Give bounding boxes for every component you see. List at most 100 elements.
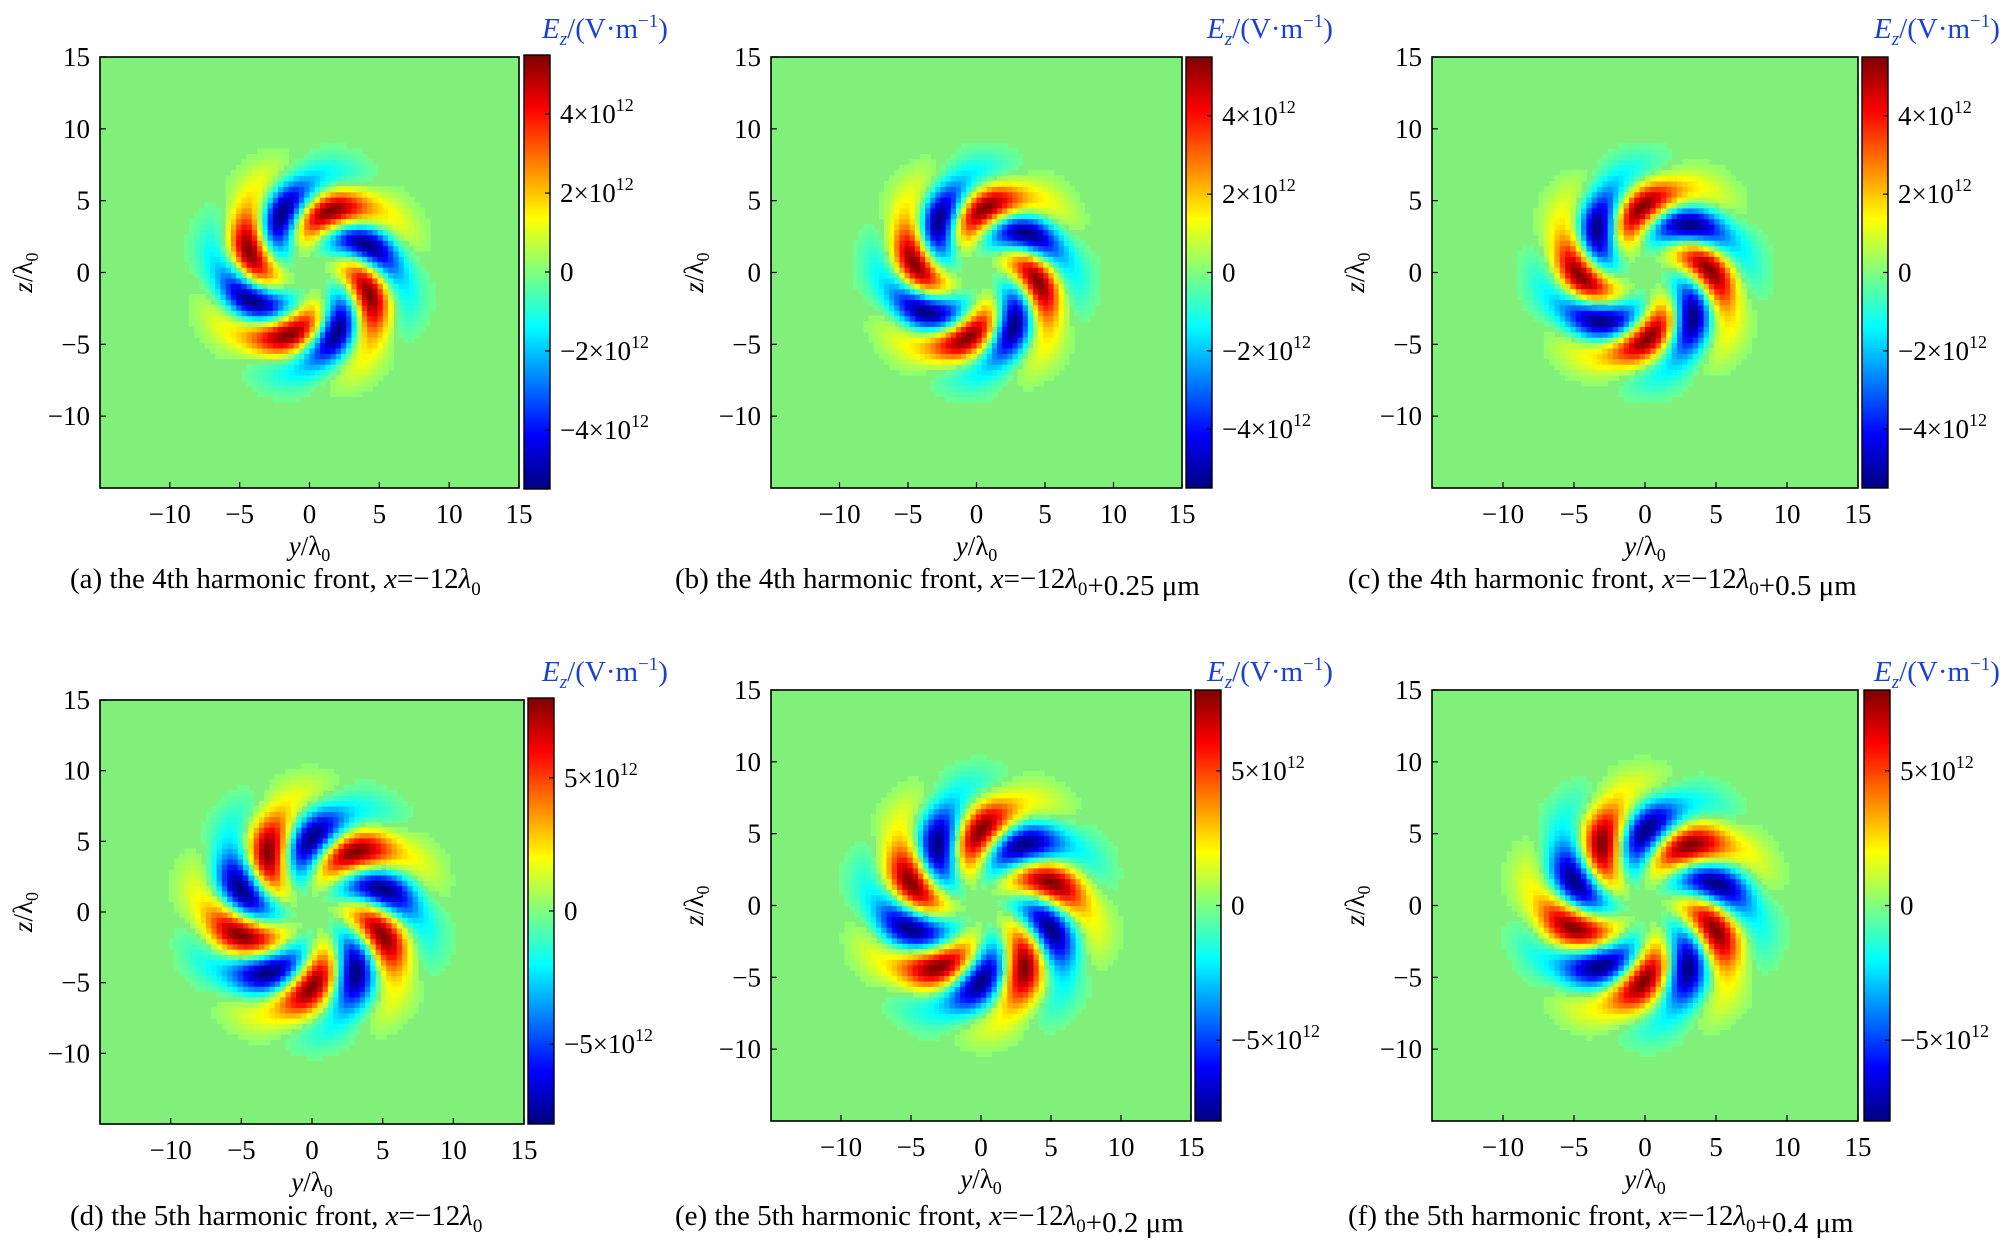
heatmap-cell [1640, 391, 1646, 397]
heatmap-cell [1709, 310, 1715, 316]
heatmap-cell [1640, 213, 1646, 219]
heatmap-cell [956, 380, 962, 386]
heatmap-cell [894, 353, 900, 359]
heatmap-cell [262, 321, 268, 327]
heatmap-cell [252, 246, 258, 252]
heatmap-cell [935, 337, 941, 343]
heatmap-cell [1746, 348, 1752, 354]
heatmap-cell [367, 326, 373, 332]
heatmap-cell [231, 170, 237, 176]
heatmap-cell [925, 159, 931, 165]
heatmap-cell [247, 289, 253, 295]
heatmap-cell [330, 213, 336, 219]
heatmap-cell [899, 192, 905, 198]
heatmap-cell [210, 262, 216, 268]
heatmap-cell [982, 343, 988, 349]
heatmap-cell [1528, 283, 1534, 289]
heatmap-cell [930, 170, 936, 176]
heatmap-cell [252, 337, 258, 343]
heatmap-cell [1084, 289, 1090, 295]
heatmap-cell [1661, 192, 1667, 198]
heatmap-cell [997, 294, 1003, 300]
heatmap-cell [1688, 332, 1694, 338]
heatmap-cell [1059, 283, 1065, 289]
heatmap-cell [1736, 273, 1742, 279]
heatmap-cell [1581, 332, 1587, 338]
heatmap-cell [1069, 348, 1075, 354]
heatmap-cell [997, 283, 1003, 289]
heatmap-cell [920, 294, 926, 300]
heatmap-cell [874, 321, 880, 327]
heatmap-cell [1656, 299, 1662, 305]
heatmap-cell [920, 176, 926, 182]
heatmap-cell [231, 186, 237, 192]
heatmap-cell [1661, 176, 1667, 182]
heatmap-cell [1018, 332, 1024, 338]
heatmap-cell [863, 326, 869, 332]
heatmap-cell [1693, 369, 1699, 375]
heatmap-cell [1544, 332, 1550, 338]
heatmap-cell [956, 192, 962, 198]
heatmap-cell [1038, 240, 1044, 246]
heatmap-cell [1007, 159, 1013, 165]
heatmap-cell [231, 305, 237, 311]
heatmap-cell [1677, 165, 1683, 171]
heatmap-cell [1741, 224, 1747, 230]
heatmap-cell [430, 283, 436, 289]
heatmap-cell [1059, 299, 1065, 305]
heatmap-cell [946, 310, 952, 316]
heatmap-cell [1704, 213, 1710, 219]
heatmap-cell [1618, 208, 1624, 214]
heatmap-cell [1645, 359, 1651, 365]
heatmap-cell [863, 267, 869, 273]
heatmap-cell [247, 305, 253, 311]
heatmap-cell [869, 224, 875, 230]
heatmap-cell [1064, 305, 1070, 311]
heatmap-cell [378, 294, 384, 300]
heatmap-cell [992, 219, 998, 225]
y-tick-label: 5 [77, 186, 91, 216]
heatmap-cell [1672, 364, 1678, 370]
heatmap-cell [1544, 273, 1550, 279]
heatmap-cell [1544, 267, 1550, 273]
heatmap-cell [1629, 348, 1635, 354]
heatmap-cell [1725, 316, 1731, 322]
heatmap-cell [1682, 364, 1688, 370]
heatmap-cell [236, 262, 242, 268]
heatmap-cell [1618, 332, 1624, 338]
heatmap-cell [971, 170, 977, 176]
heatmap-cell [320, 321, 326, 327]
heatmap-cell [1576, 321, 1582, 327]
heatmap-cell [910, 202, 916, 208]
heatmap-cell [977, 316, 983, 322]
heatmap-cell [231, 299, 237, 305]
heatmap-cell [393, 278, 399, 284]
heatmap-cell [1767, 283, 1773, 289]
heatmap-cell [935, 359, 941, 365]
heatmap-cell [1666, 170, 1672, 176]
heatmap-cell [346, 353, 352, 359]
heatmap-cell [1597, 337, 1603, 343]
heatmap-cell [946, 321, 952, 327]
heatmap-cell [378, 343, 384, 349]
heatmap-cell [1033, 229, 1039, 235]
heatmap-cell [874, 246, 880, 252]
heatmap-cell [1028, 208, 1034, 214]
heatmap-cell [941, 181, 947, 187]
heatmap-cell [1048, 353, 1054, 359]
heatmap-cell [941, 170, 947, 176]
heatmap-cell [1725, 310, 1731, 316]
heatmap-cell [200, 278, 206, 284]
heatmap-cell [863, 289, 869, 295]
heatmap-cell [966, 235, 972, 241]
heatmap-cell [1640, 181, 1646, 187]
heatmap-cell [1640, 235, 1646, 241]
heatmap-cell [236, 208, 242, 214]
heatmap-cell [997, 143, 1003, 149]
heatmap-cell [1698, 310, 1704, 316]
heatmap-cell [1002, 278, 1008, 284]
heatmap-cell [1677, 353, 1683, 359]
heatmap-cell [1033, 197, 1039, 203]
heatmap-cell [341, 375, 347, 381]
heatmap-cell [1693, 332, 1699, 338]
